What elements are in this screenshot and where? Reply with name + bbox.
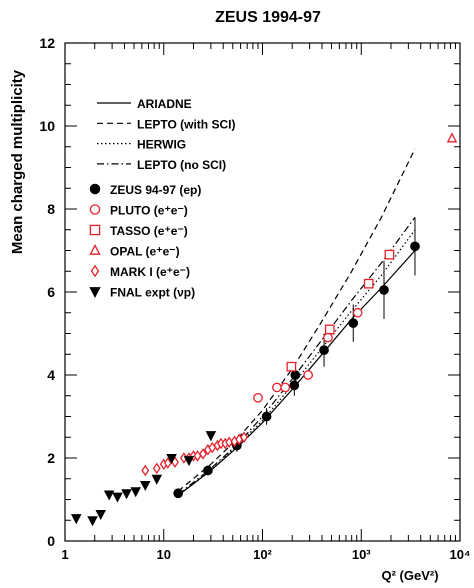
data-point	[363, 278, 374, 289]
y-tick-label: 10	[39, 118, 55, 134]
y-axis-label: Mean charged multiplicity	[9, 69, 26, 254]
data-point	[253, 392, 263, 403]
legend-label: LEPTO (with SCI)	[137, 117, 235, 131]
data-point	[87, 516, 98, 527]
legend-label: ZEUS 94-97 (ep)	[110, 183, 201, 197]
legend-label: HERWIG	[137, 138, 186, 152]
data-point	[121, 489, 132, 500]
data-point	[379, 285, 389, 295]
data-point	[323, 332, 333, 343]
legend-label: ARIADNE	[137, 97, 192, 111]
data-point	[303, 370, 314, 380]
legend-label: PLUTO (e⁺e⁻)	[110, 204, 188, 218]
data-point	[240, 431, 248, 444]
x-tick-label: 1	[61, 547, 68, 562]
data-point	[139, 480, 151, 491]
data-point	[173, 488, 184, 499]
y-tick-label: 8	[47, 201, 55, 217]
data-point	[151, 474, 163, 485]
model-curve	[177, 216, 416, 495]
data-point	[152, 462, 161, 475]
legend-marker	[89, 224, 101, 236]
legend-marker	[89, 287, 101, 298]
data-point	[205, 431, 217, 442]
x-tick-label: 10⁴	[450, 547, 471, 562]
y-tick-label: 4	[47, 367, 55, 383]
data-point	[183, 456, 195, 467]
data-point	[348, 318, 359, 328]
data-point	[446, 132, 458, 143]
plot-area: 0 2 4 6 8 10 12 1 10 10² 10³ 10⁴	[39, 35, 470, 562]
data-point	[289, 380, 300, 391]
legend-marker	[89, 204, 101, 215]
data-point	[286, 361, 297, 372]
data-point	[319, 345, 329, 355]
data-point	[193, 450, 202, 462]
data-point	[112, 492, 123, 503]
data-point	[199, 448, 207, 460]
legend-label: OPAL (e⁺e⁻)	[110, 245, 180, 259]
legend-marker	[89, 183, 101, 195]
chart-title: ZEUS 1994-97	[215, 9, 321, 26]
x-axis-label: Q² (GeV²)	[381, 568, 438, 583]
legend-marker	[90, 264, 100, 278]
data-point	[261, 411, 272, 422]
data-point	[130, 487, 141, 498]
model-curve	[177, 148, 416, 492]
legend-label: MARK I (e⁺e⁻)	[110, 265, 190, 279]
data-point	[324, 324, 335, 335]
data-point	[163, 457, 172, 469]
data-point	[103, 490, 115, 501]
data-point	[290, 370, 301, 380]
x-tick-label: 10³	[352, 547, 371, 562]
legend-label: LEPTO (no SCI)	[137, 158, 226, 172]
y-tick-label: 12	[39, 35, 55, 51]
data-point	[70, 514, 82, 525]
data-point	[280, 382, 291, 393]
data-point	[352, 307, 363, 318]
data-point	[95, 510, 106, 521]
x-tick-label: 10	[157, 547, 171, 562]
y-tick-label: 0	[47, 533, 55, 549]
data-point	[141, 464, 150, 477]
data-point	[166, 453, 177, 465]
legend-label: FNAL expt (νp)	[110, 286, 195, 300]
data-point	[410, 241, 420, 252]
data-point	[272, 382, 282, 393]
data-point	[384, 249, 395, 260]
data-point	[203, 465, 213, 476]
legend-label: TASSO (e⁺e⁻)	[110, 224, 188, 238]
legend: ARIADNE LEPTO (with SCI) HERWIG LEPTO (no S…	[89, 97, 235, 300]
y-tick-label: 6	[47, 284, 55, 300]
y-tick-label: 2	[47, 450, 55, 466]
x-tick-label: 10²	[253, 547, 272, 562]
legend-marker	[89, 244, 101, 255]
